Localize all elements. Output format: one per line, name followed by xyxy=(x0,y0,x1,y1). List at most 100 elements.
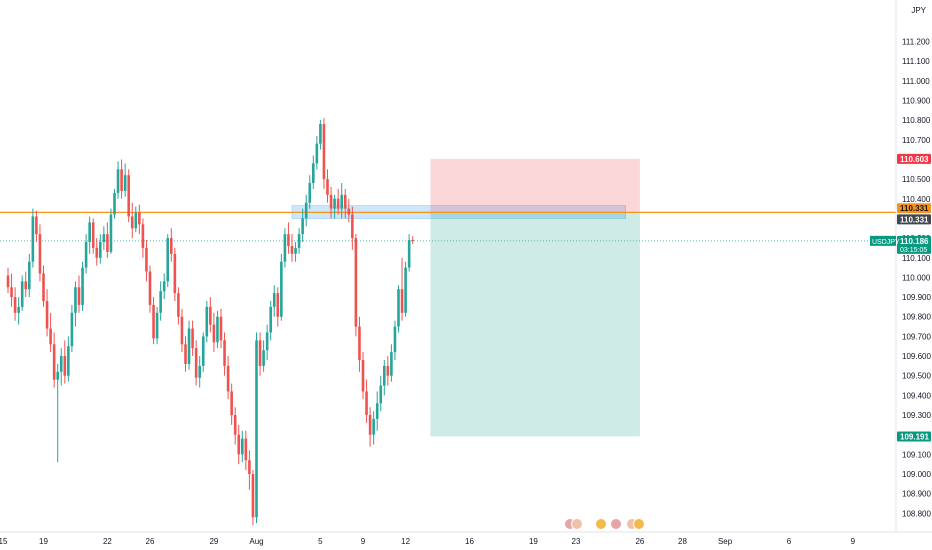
candle-body xyxy=(287,234,290,246)
candle-body xyxy=(347,208,351,215)
candle xyxy=(170,228,173,262)
candle-body xyxy=(397,289,400,327)
candle xyxy=(88,216,91,254)
stop-loss-zone[interactable] xyxy=(430,158,640,213)
time-tick-label: 26 xyxy=(635,537,644,546)
candle-body xyxy=(361,359,365,392)
price-label-text: 110.331 xyxy=(900,204,929,213)
candle xyxy=(95,238,99,266)
time-tick-label: 19 xyxy=(529,537,538,546)
candle-body xyxy=(283,234,287,262)
time-tick-label: 22 xyxy=(103,537,112,546)
event-flag-icon[interactable] xyxy=(571,518,583,530)
take-profit-zone[interactable] xyxy=(430,212,640,437)
candle xyxy=(109,208,113,254)
candle xyxy=(244,430,248,471)
candle xyxy=(343,188,347,219)
candle xyxy=(201,332,205,372)
candle-body xyxy=(17,306,20,313)
candle xyxy=(276,287,280,327)
candle-body xyxy=(351,214,354,239)
candle-body xyxy=(404,267,407,313)
event-flag-icon[interactable] xyxy=(610,518,622,530)
candle xyxy=(173,247,177,302)
candle-body xyxy=(411,240,414,242)
time-tick-label: 9 xyxy=(361,537,366,546)
candle-body xyxy=(386,365,390,376)
price-tick-label: 109.600 xyxy=(902,352,931,361)
candle-body xyxy=(315,143,319,164)
candle-body xyxy=(173,253,177,294)
candle xyxy=(230,383,233,425)
candle xyxy=(49,312,52,353)
candle xyxy=(148,265,152,313)
candle-body xyxy=(375,403,379,419)
candle xyxy=(255,332,258,524)
candle xyxy=(28,253,31,298)
candle-body xyxy=(212,324,216,343)
candle-body xyxy=(248,460,251,475)
candle xyxy=(411,236,414,244)
candle-body xyxy=(276,293,280,317)
candle-body xyxy=(379,385,383,404)
candle xyxy=(205,301,209,343)
candle xyxy=(13,287,17,321)
symbol-tag-box xyxy=(870,235,896,246)
candle-body xyxy=(354,238,358,327)
time-tick-label: 26 xyxy=(146,537,155,546)
candle-body xyxy=(390,352,393,376)
price-tick-label: 110.100 xyxy=(902,254,931,263)
candle-body xyxy=(59,356,63,372)
candle-body xyxy=(184,344,187,364)
candle-body xyxy=(134,212,138,229)
candle-body xyxy=(42,273,45,302)
candle-body xyxy=(290,245,294,254)
candle xyxy=(248,450,251,490)
event-flag-icon[interactable] xyxy=(633,518,645,530)
candle xyxy=(269,301,272,341)
candle xyxy=(265,324,269,360)
economic-events-layer[interactable] xyxy=(564,518,645,530)
price-tick-label: 109.000 xyxy=(902,470,931,479)
candle xyxy=(223,332,226,376)
time-tick-label: 28 xyxy=(678,537,687,546)
event-flag-icon[interactable] xyxy=(595,518,607,530)
candle xyxy=(368,407,372,447)
candle-body xyxy=(372,418,375,435)
candle xyxy=(99,234,102,264)
candle xyxy=(397,285,400,333)
candle-body xyxy=(91,222,95,248)
price-tick-label: 109.400 xyxy=(902,391,931,400)
candle xyxy=(6,267,10,294)
time-axis[interactable]: 15 19 22 26 29 Aug 5 9 12 16 19 23 26 28 Sep 6 9 xyxy=(0,537,856,546)
candle xyxy=(393,320,397,360)
price-tick-label: 109.300 xyxy=(902,411,931,420)
price-label-box xyxy=(897,431,931,442)
candle xyxy=(127,169,130,223)
candle-body xyxy=(407,240,411,268)
candle xyxy=(59,348,63,386)
candle-body xyxy=(233,415,237,435)
short-position-tool[interactable] xyxy=(430,158,640,437)
time-tick-label: Sep xyxy=(718,537,733,546)
candle-body xyxy=(95,247,99,258)
candle xyxy=(187,320,191,370)
candle-body xyxy=(130,216,134,229)
candle-body xyxy=(383,365,386,386)
candle xyxy=(336,188,340,215)
candle-body xyxy=(319,124,322,144)
candle xyxy=(56,363,59,463)
candle-body xyxy=(113,192,116,215)
candle xyxy=(219,308,223,349)
candle xyxy=(209,297,212,333)
candle-body xyxy=(244,438,248,461)
candle xyxy=(24,271,28,298)
price-tick-label: 111.100 xyxy=(902,57,930,66)
candle-body xyxy=(148,271,152,305)
symbol-tag: USDJPY xyxy=(872,239,900,246)
candle xyxy=(386,356,390,386)
candle-body xyxy=(116,169,120,193)
price-tick-label: 108.900 xyxy=(902,490,931,499)
candle xyxy=(258,332,262,376)
